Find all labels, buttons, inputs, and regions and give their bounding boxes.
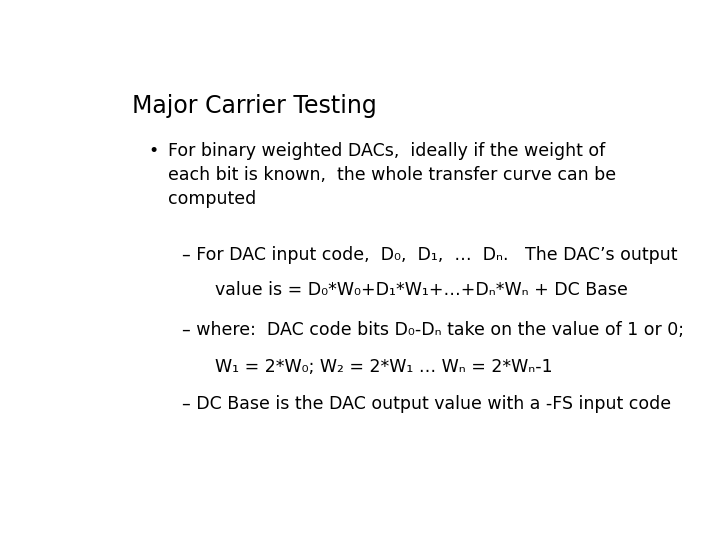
Text: For binary weighted DACs,  ideally if the weight of
each bit is known,  the whol: For binary weighted DACs, ideally if the… xyxy=(168,141,616,208)
Text: – DC Base is the DAC output value with a -FS input code: – DC Base is the DAC output value with a… xyxy=(182,395,671,413)
Text: W₁ = 2*W₀; W₂ = 2*W₁ … Wₙ = 2*Wₙ-1: W₁ = 2*W₀; W₂ = 2*W₁ … Wₙ = 2*Wₙ-1 xyxy=(182,358,553,376)
Text: – For DAC input code,  D₀,  D₁,  …  Dₙ.   The DAC’s output: – For DAC input code, D₀, D₁, … Dₙ. The … xyxy=(182,246,678,264)
Text: – where:  DAC code bits D₀-Dₙ take on the value of 1 or 0;: – where: DAC code bits D₀-Dₙ take on the… xyxy=(182,321,684,339)
Text: Major Carrier Testing: Major Carrier Testing xyxy=(132,94,377,118)
Text: value is = D₀*W₀+D₁*W₁+…+Dₙ*Wₙ + DC Base: value is = D₀*W₀+D₁*W₁+…+Dₙ*Wₙ + DC Base xyxy=(182,281,628,299)
Text: •: • xyxy=(148,141,159,160)
